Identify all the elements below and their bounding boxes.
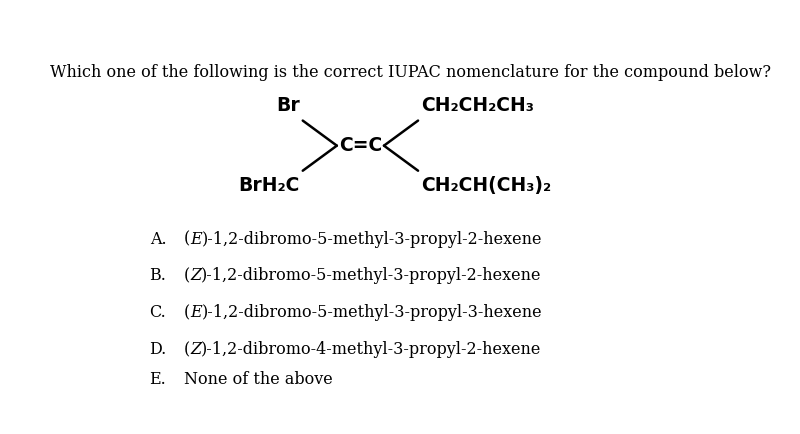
Text: E: E: [190, 304, 202, 321]
Text: Br: Br: [276, 95, 300, 115]
Text: Z: Z: [190, 341, 201, 358]
Text: (: (: [184, 304, 190, 321]
Text: )-1,2-dibromo-5-methyl-3-propyl-2-hexene: )-1,2-dibromo-5-methyl-3-propyl-2-hexene: [201, 267, 542, 284]
Text: C=C: C=C: [338, 136, 382, 155]
Text: )-1,2-dibromo-5-methyl-3-propyl-3-hexene: )-1,2-dibromo-5-methyl-3-propyl-3-hexene: [202, 304, 542, 321]
Text: )-1,2-dibromo-4-methyl-3-propyl-2-hexene: )-1,2-dibromo-4-methyl-3-propyl-2-hexene: [201, 341, 542, 358]
Text: BrH₂C: BrH₂C: [238, 176, 300, 195]
Text: None of the above: None of the above: [184, 371, 333, 388]
Text: Which one of the following is the correct IUPAC nomenclature for the compound be: Which one of the following is the correc…: [50, 64, 770, 81]
Text: E.: E.: [150, 371, 166, 388]
Text: C.: C.: [150, 304, 166, 321]
Text: Z: Z: [190, 267, 201, 284]
Text: (: (: [184, 231, 190, 248]
Text: E: E: [190, 231, 202, 248]
Text: A.: A.: [150, 231, 166, 248]
Text: B.: B.: [150, 267, 166, 284]
Text: )-1,2-dibromo-5-methyl-3-propyl-2-hexene: )-1,2-dibromo-5-methyl-3-propyl-2-hexene: [202, 231, 542, 248]
Text: (: (: [184, 341, 190, 358]
Text: D.: D.: [150, 341, 167, 358]
Text: CH₂CH(CH₃)₂: CH₂CH(CH₃)₂: [421, 176, 551, 195]
Text: CH₂CH₂CH₃: CH₂CH₂CH₃: [421, 95, 534, 115]
Text: (: (: [184, 267, 190, 284]
